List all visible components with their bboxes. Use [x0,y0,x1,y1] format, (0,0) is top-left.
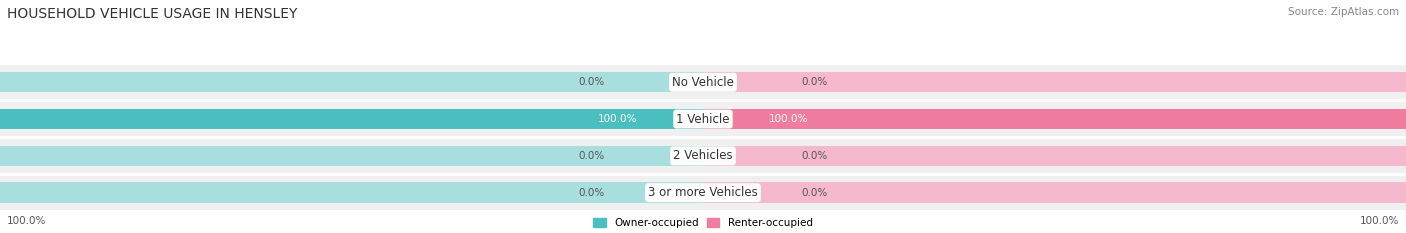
Bar [0,72,703,93]
Text: 2 Vehicles: 2 Vehicles [673,149,733,162]
Text: 0.0%: 0.0% [801,151,828,161]
Text: 0.0%: 0.0% [801,188,828,198]
Text: 100.0%: 100.0% [769,114,808,124]
Legend: Owner-occupied, Renter-occupied: Owner-occupied, Renter-occupied [593,218,813,228]
Text: No Vehicle: No Vehicle [672,76,734,89]
Bar [703,109,1406,129]
Bar [0,146,703,166]
Text: 100.0%: 100.0% [1360,216,1399,226]
Text: 100.0%: 100.0% [598,114,637,124]
Text: 0.0%: 0.0% [578,77,605,87]
Text: 1 Vehicle: 1 Vehicle [676,113,730,126]
Text: 100.0%: 100.0% [7,216,46,226]
Text: 0.0%: 0.0% [578,151,605,161]
Text: HOUSEHOLD VEHICLE USAGE IN HENSLEY: HOUSEHOLD VEHICLE USAGE IN HENSLEY [7,7,298,21]
Bar [0,182,703,203]
Text: 0.0%: 0.0% [578,188,605,198]
Bar [703,146,1406,166]
Text: Source: ZipAtlas.com: Source: ZipAtlas.com [1288,7,1399,17]
Bar [703,109,1406,129]
Bar [703,72,1406,93]
Text: 0.0%: 0.0% [801,77,828,87]
Bar [0,109,703,129]
Bar [703,182,1406,203]
Text: 3 or more Vehicles: 3 or more Vehicles [648,186,758,199]
Bar [0,109,703,129]
